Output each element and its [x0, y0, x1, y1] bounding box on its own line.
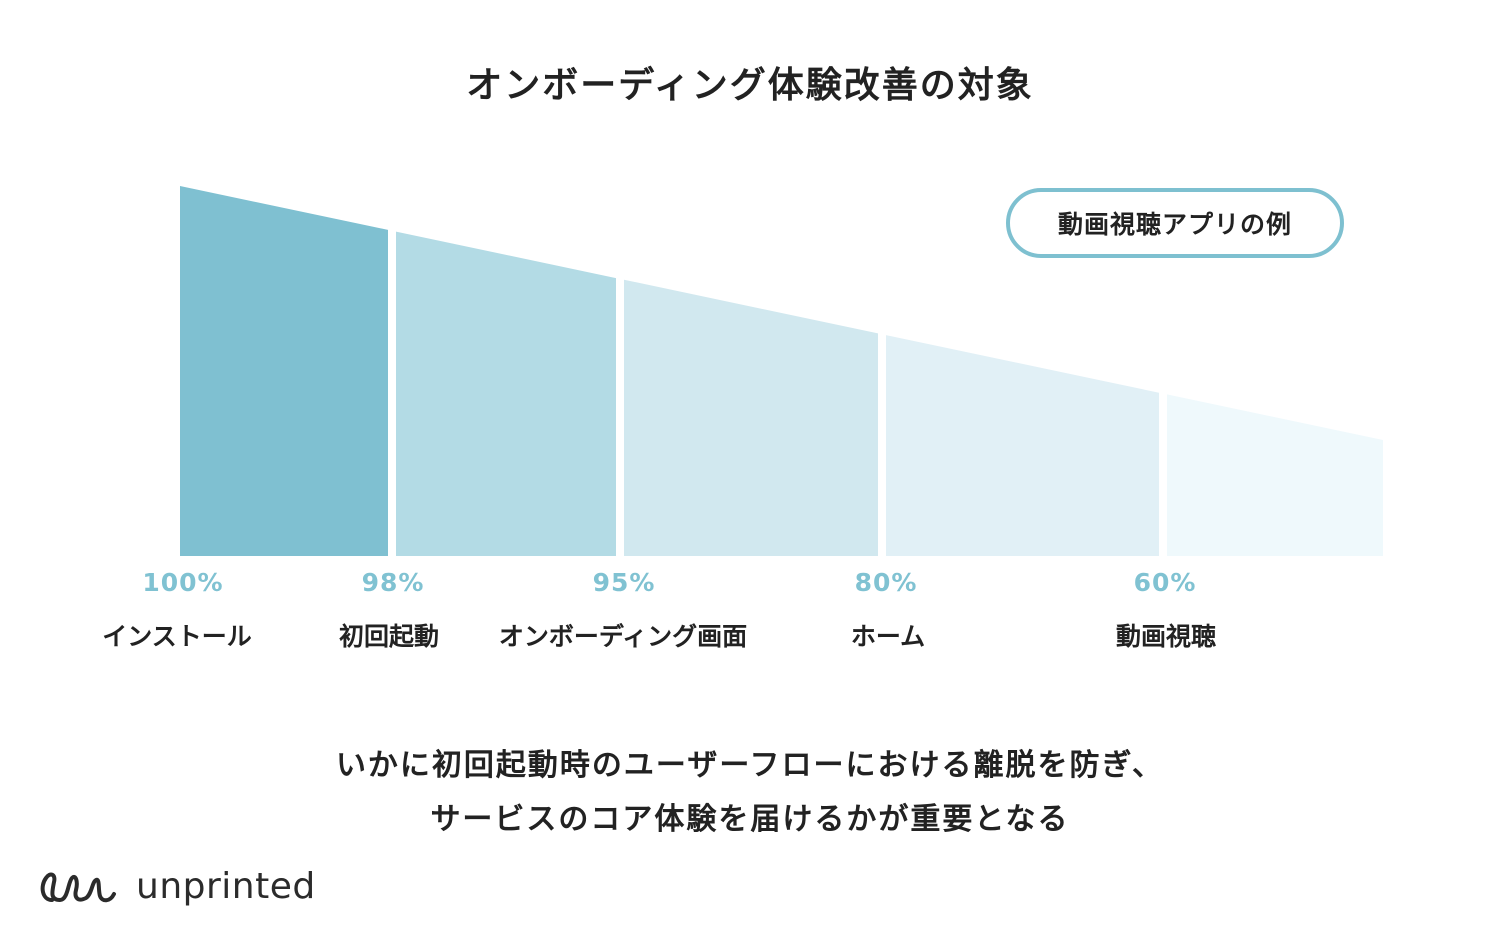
percent-labels: 100% 98% 95% 80% 60%	[142, 568, 1197, 597]
stage-label-3: オンボーディング画面	[499, 622, 747, 651]
caption-line-2: サービスのコア体験を届けるかが重要となる	[430, 802, 1070, 837]
funnel-segment-2	[396, 231, 616, 556]
stage-label-4: ホーム	[851, 622, 925, 651]
example-badge: 動画視聴アプリの例	[1006, 188, 1344, 258]
stage-labels: インストール 初回起動 オンボーディング画面 ホーム 動画視聴	[102, 622, 1216, 651]
funnel-segment-5	[1167, 394, 1383, 556]
funnel-segment-1	[180, 186, 388, 556]
funnel-segment-3	[624, 279, 878, 556]
stage-label-5: 動画視聴	[1116, 622, 1216, 651]
percent-label-1: 100%	[142, 568, 223, 597]
caption-line-1: いかに初回起動時のユーザーフローにおける離脱を防ぎ、	[335, 748, 1165, 783]
percent-label-3: 95%	[593, 568, 656, 597]
stage-label-1: インストール	[102, 622, 252, 651]
percent-label-2: 98%	[362, 568, 425, 597]
funnel-segments	[180, 186, 1383, 556]
chart-title: オンボーディング体験改善の対象	[466, 65, 1034, 106]
logo-text: unprinted	[136, 865, 316, 907]
percent-label-4: 80%	[855, 568, 918, 597]
unprinted-logo-icon	[40, 872, 116, 903]
brand-logo: unprinted	[38, 860, 316, 912]
percent-label-5: 60%	[1134, 568, 1197, 597]
stage-label-2: 初回起動	[339, 622, 439, 651]
funnel-segment-4	[886, 335, 1159, 556]
